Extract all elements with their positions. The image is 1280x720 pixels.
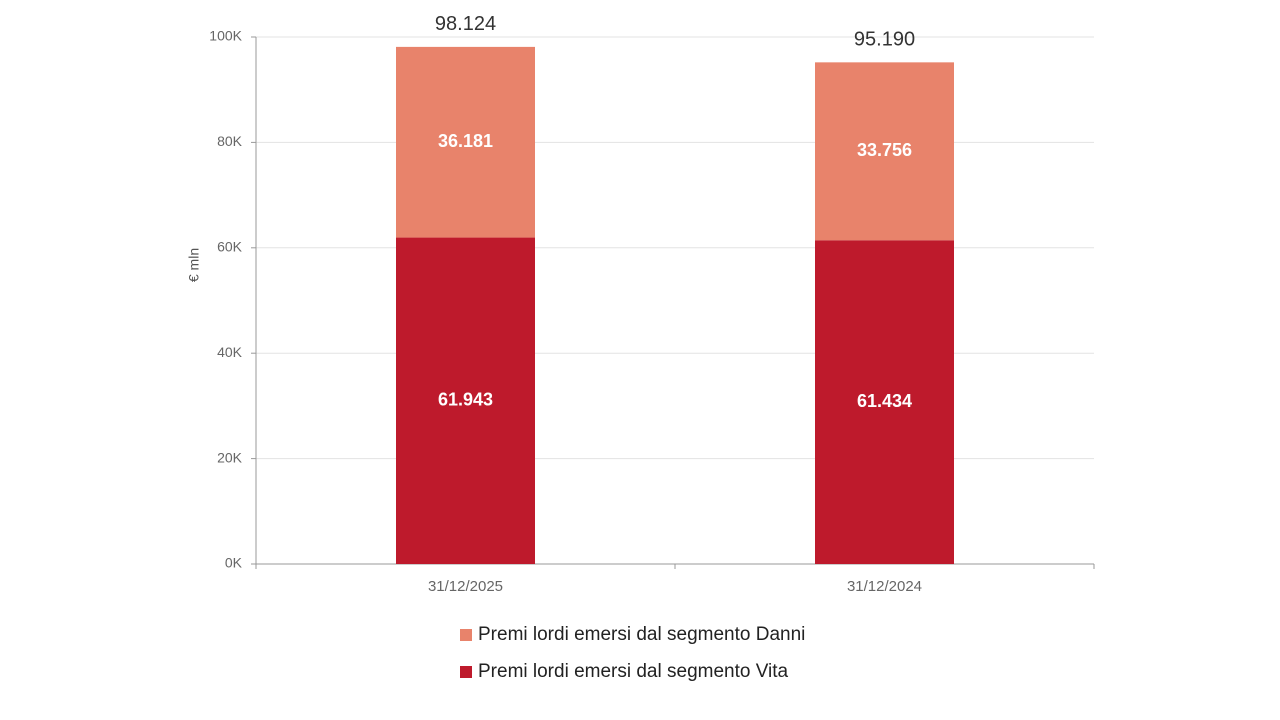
legend-swatch (460, 666, 472, 678)
y-tick-label: 100K (209, 28, 242, 44)
y-tick-label: 80K (217, 133, 243, 149)
data-label: 33.756 (857, 140, 912, 160)
bar-segment (396, 46, 535, 238)
y-tick-label: 60K (217, 239, 243, 255)
total-label: 95.190 (854, 29, 915, 51)
legend-swatch (460, 629, 472, 641)
y-axis-label: € mln (186, 248, 202, 282)
data-label: 61.434 (857, 391, 912, 411)
data-label: 61.943 (438, 390, 493, 410)
legend-label: Premi lordi emersi dal segmento Vita (478, 661, 789, 682)
y-tick-label: 40K (217, 344, 243, 360)
data-label: 36.181 (438, 131, 493, 151)
bar-segment (815, 62, 954, 241)
legend-label: Premi lordi emersi dal segmento Danni (478, 624, 805, 645)
x-tick-label: 31/12/2025 (428, 578, 503, 595)
total-label: 98.124 (435, 13, 496, 35)
y-tick-label: 0K (225, 555, 243, 571)
bar-segment (396, 237, 535, 564)
bar-segment (815, 240, 954, 565)
y-tick-label: 20K (217, 449, 243, 465)
x-tick-label: 31/12/2024 (847, 578, 922, 595)
